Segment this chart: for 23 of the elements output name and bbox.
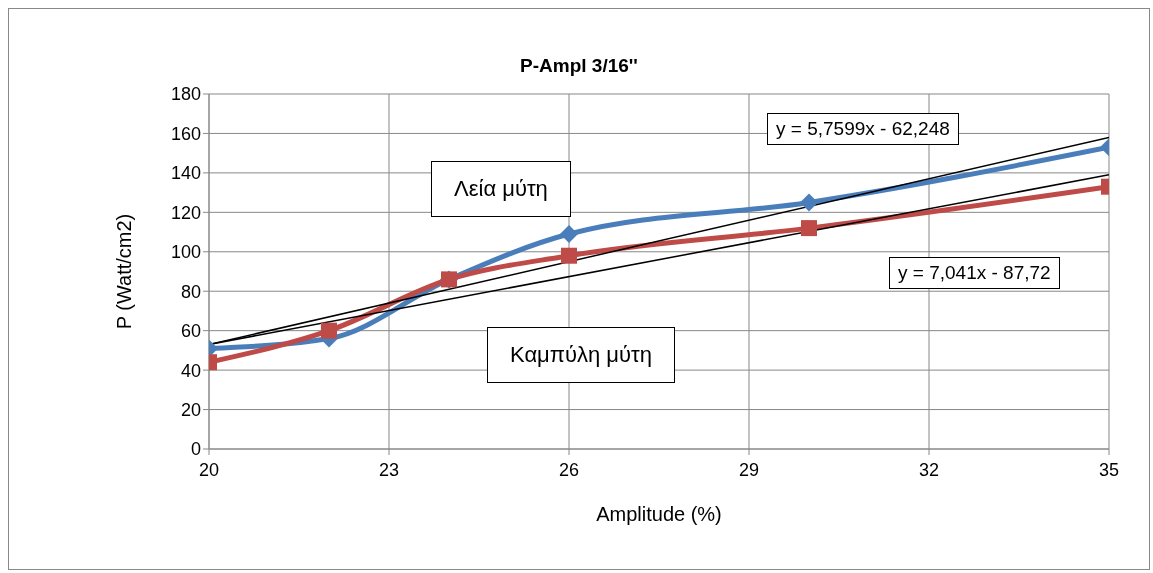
y-tick-label: 80	[180, 281, 201, 302]
y-tick-label: 60	[180, 321, 201, 342]
x-tick-label: 32	[918, 459, 940, 480]
x-tick-label: 23	[378, 459, 400, 480]
x-tick-label: 26	[558, 459, 580, 480]
y-tick-label: 180	[170, 84, 201, 105]
chart-title: P-Ampl 3/16''	[519, 55, 639, 77]
annotation: y = 5,7599x - 62,248	[767, 113, 959, 145]
annotation: Καμπύλη μύτη	[487, 327, 675, 383]
y-tick-label: 140	[170, 163, 201, 184]
y-tick-label: 100	[170, 242, 201, 263]
annotation: Λεία μύτη	[431, 161, 571, 217]
x-tick-label: 20	[198, 459, 220, 480]
y-tick-label: 0	[190, 439, 201, 460]
y-tick-label: 20	[180, 399, 201, 420]
y-tick-label: 40	[180, 360, 201, 381]
y-axis-title: P (Watt/cm2)	[113, 213, 136, 330]
x-tick-label: 29	[738, 459, 760, 480]
x-tick-label: 35	[1098, 459, 1120, 480]
annotation: y = 7,041x - 87,72	[889, 257, 1060, 289]
y-tick-label: 160	[170, 123, 201, 144]
x-axis-title: Amplitude (%)	[596, 503, 722, 525]
y-tick-label: 120	[170, 202, 201, 223]
